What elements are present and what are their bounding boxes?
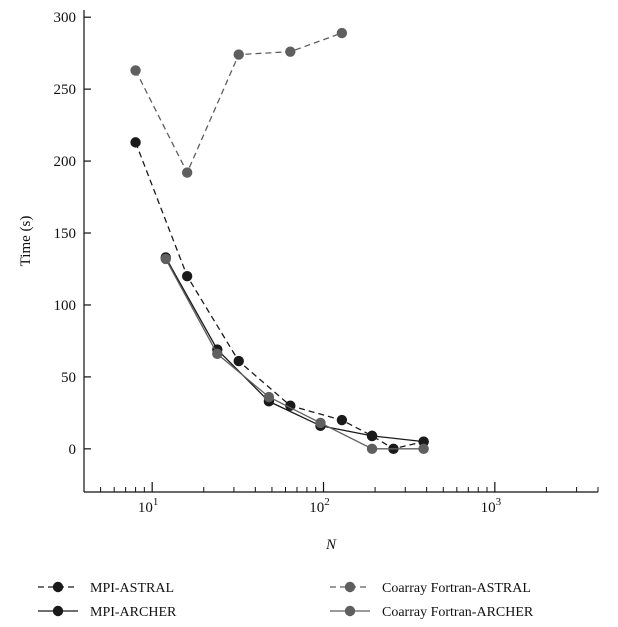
legend-marker [344,581,356,593]
series-point-0 [285,400,296,411]
series-point-2 [285,46,296,57]
series-point-0 [336,414,348,426]
x-tick-label: 101 [138,496,159,516]
series-point-1 [366,430,378,442]
y-tick-label: 200 [54,154,77,170]
series-line-3 [165,258,424,450]
plot-area [130,27,429,455]
series-point-2 [336,27,348,39]
legend-marker [344,605,356,617]
series-point-2 [130,65,141,76]
y-tick-label: 50 [61,370,76,386]
x-axis-label: N [325,537,337,553]
y-tick-label: 0 [69,442,77,458]
x-tick-label: 102 [309,496,330,516]
series-point-2 [181,167,193,178]
axes: 0 50 100 150 200 250 300 101 102 103 N Time (s) [18,10,599,553]
series-point-3 [160,253,171,265]
y-tick-label: 250 [54,82,77,98]
series-point-0 [130,137,141,148]
legend-label: MPI-ASTRAL [90,581,174,596]
legend-label: MPI-ARCHER [90,605,177,620]
series-point-3 [366,443,378,455]
legend-label: Coarray Fortran-ASTRAL [382,581,531,596]
series-point-2 [233,49,244,60]
series-point-3 [212,348,223,360]
y-tick-label: 150 [54,226,77,242]
y-tick-label: 300 [54,10,77,26]
legend-marker [52,581,64,593]
series-point-3 [418,443,429,455]
legend: MPI-ASTRAL MPI-ARCHER Coarray Fortran-ASTR… [38,581,534,620]
series-point-0 [181,270,193,282]
series-point-0 [233,355,244,367]
y-tick-label: 100 [54,298,77,314]
x-tick-label: 103 [481,496,502,516]
series-point-3 [315,417,326,429]
legend-label: Coarray Fortran-ARCHER [382,605,534,620]
y-axis-label: Time (s) [18,216,34,267]
legend-marker [52,605,64,617]
series-line-1 [165,257,424,443]
series-point-3 [263,391,275,403]
series-point-1 [418,436,429,447]
